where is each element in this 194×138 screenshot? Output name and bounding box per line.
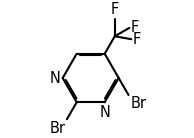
Text: N: N (99, 105, 110, 120)
Text: N: N (50, 71, 61, 86)
Text: Br: Br (49, 121, 65, 136)
Text: F: F (133, 32, 141, 47)
Text: F: F (111, 2, 119, 17)
Text: F: F (131, 20, 139, 35)
Text: Br: Br (130, 96, 146, 111)
